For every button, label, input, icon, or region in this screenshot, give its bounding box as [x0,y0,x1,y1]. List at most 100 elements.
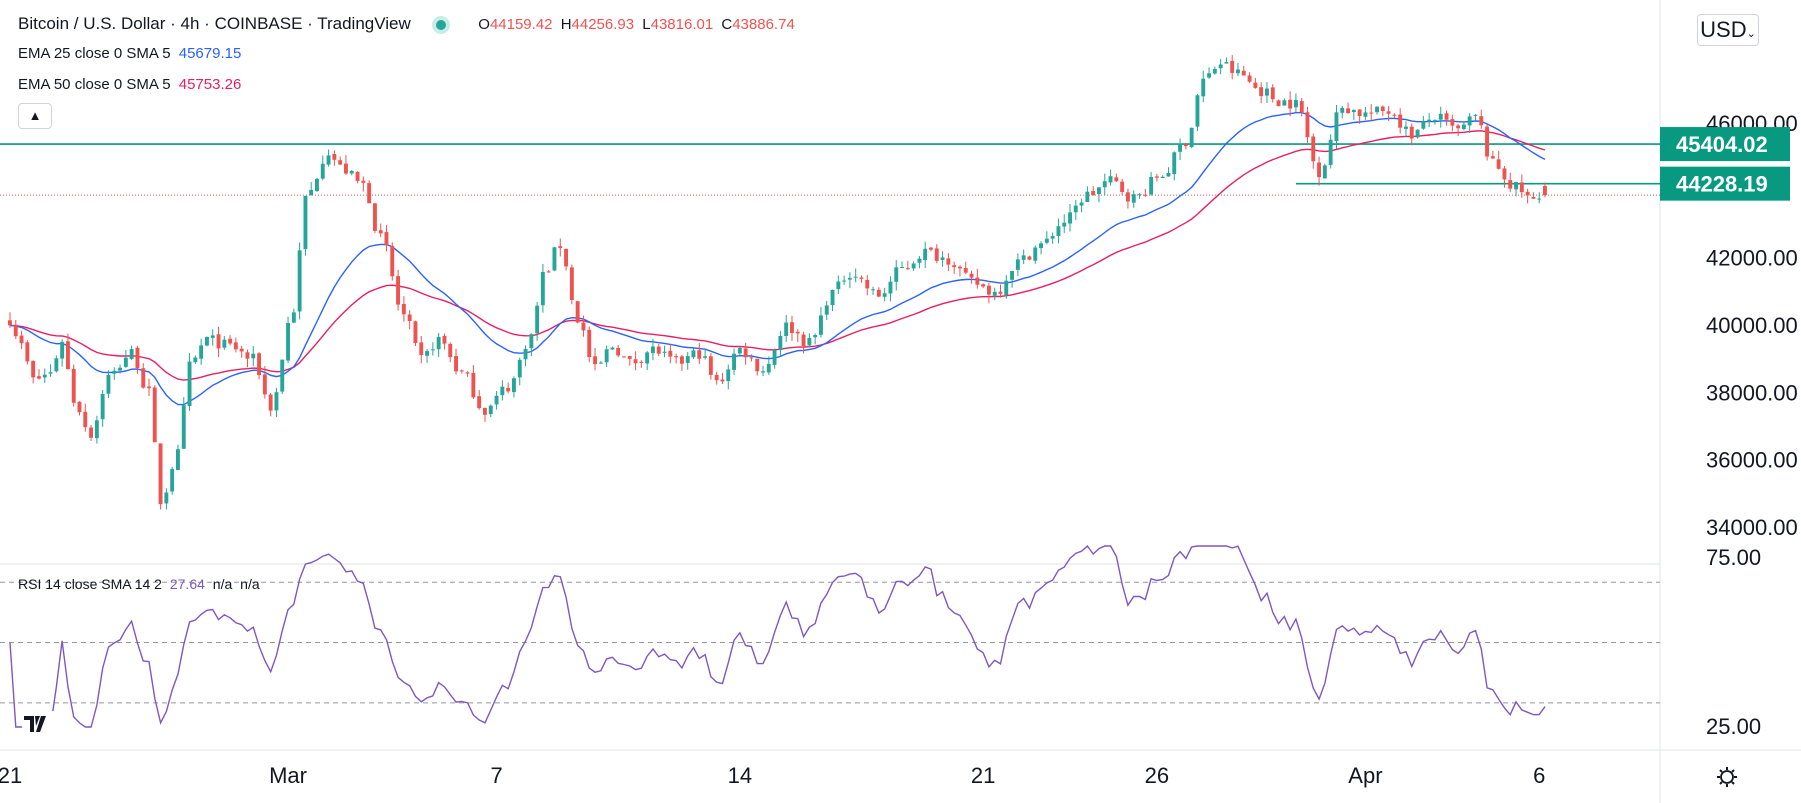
candle-body[interactable] [1056,226,1061,236]
candle-body[interactable] [1450,119,1455,126]
candle-body[interactable] [1166,173,1171,177]
candle-body[interactable] [48,372,53,374]
candle-body[interactable] [1247,75,1252,82]
candle-body[interactable] [674,356,679,358]
ema25-legend[interactable]: EMA 25 close 0 SMA 5 45679.15 [18,45,241,62]
candle-body[interactable] [645,352,650,364]
candle-body[interactable] [71,368,76,403]
candle-body[interactable] [969,273,974,278]
candle-body[interactable] [923,248,928,260]
candle-body[interactable] [1218,64,1223,69]
candle-body[interactable] [784,322,789,337]
candle-body[interactable] [494,395,499,405]
candle-body[interactable] [303,195,308,250]
candle-body[interactable] [1015,259,1020,270]
candle-body[interactable] [1178,143,1182,152]
candle-body[interactable] [616,348,621,356]
candle-body[interactable] [569,267,574,300]
candle-body[interactable] [1143,194,1148,196]
candle-body[interactable] [1311,136,1316,162]
candle-body[interactable] [430,349,435,351]
candle-body[interactable] [697,350,702,359]
candle-body[interactable] [1386,111,1391,114]
candle-body[interactable] [187,361,192,406]
candle-body[interactable] [326,155,331,165]
candle-body[interactable] [1322,165,1327,179]
candle-body[interactable] [1519,182,1524,193]
candle-body[interactable] [1062,222,1067,227]
candle-body[interactable] [401,304,406,315]
candle-body[interactable] [1212,69,1217,74]
candle-body[interactable] [459,370,464,372]
candle-body[interactable] [772,350,777,365]
candle-body[interactable] [691,350,696,358]
candle-body[interactable] [761,371,765,373]
candle-body[interactable] [436,336,441,350]
candle-body[interactable] [152,387,157,443]
candle-body[interactable] [639,361,644,363]
candle-body[interactable] [483,407,487,415]
candle-body[interactable] [1317,162,1321,178]
candle-body[interactable] [755,358,760,372]
candle-body[interactable] [871,289,875,291]
candle-body[interactable] [216,334,221,349]
candle-body[interactable] [1543,186,1547,196]
candle-body[interactable] [262,374,267,395]
candle-body[interactable] [233,342,238,350]
candle-body[interactable] [1461,124,1466,130]
candle-body[interactable] [778,336,783,350]
candle-body[interactable] [193,357,198,363]
candle-body[interactable] [338,160,343,165]
candle-body[interactable] [963,268,968,273]
candle-body[interactable] [1079,202,1084,206]
candle-body[interactable] [819,315,823,335]
candle-body[interactable] [1375,106,1379,113]
candle-body[interactable] [8,320,12,326]
candle-body[interactable] [280,359,285,392]
candle-body[interactable] [77,401,82,413]
candle-body[interactable] [1427,119,1432,122]
symbol-legend[interactable]: Bitcoin / U.S. Dollar · 4h · COINBASE · … [18,14,799,34]
candle-body[interactable] [1004,280,1009,295]
candle-body[interactable] [975,277,980,285]
candle-body[interactable] [905,268,910,270]
candle-body[interactable] [390,245,395,277]
candle-body[interactable] [1154,176,1159,178]
candle-body[interactable] [911,263,916,269]
candle-body[interactable] [1021,255,1026,260]
candle-body[interactable] [1224,62,1229,64]
candle-body[interactable] [158,443,163,505]
candle-body[interactable] [1114,177,1119,182]
candle-body[interactable] [1508,180,1513,189]
candle-body[interactable] [1456,125,1461,129]
candle-body[interactable] [332,154,337,160]
candle-body[interactable] [1195,95,1200,127]
candle-body[interactable] [1467,116,1472,126]
candle-body[interactable] [853,276,858,278]
candle-body[interactable] [998,291,1003,294]
candle-body[interactable] [1537,198,1542,200]
candle-body[interactable] [801,334,806,347]
candle-body[interactable] [546,271,551,273]
candle-body[interactable] [465,372,470,374]
candle-body[interactable] [454,356,458,372]
candle-body[interactable] [112,370,117,374]
candle-body[interactable] [1039,243,1043,249]
candle-body[interactable] [876,289,881,297]
candle-body[interactable] [239,348,244,352]
candle-body[interactable] [940,257,945,260]
time-axis[interactable]: 21 Mar 7 14 21 26 Apr 6 [0,763,1545,788]
candle-body[interactable] [1433,120,1437,122]
candle-body[interactable] [732,353,736,370]
candle-body[interactable] [581,322,586,331]
candle-body[interactable] [60,341,65,359]
candle-body[interactable] [176,449,180,470]
candle-body[interactable] [1531,196,1536,199]
candle-body[interactable] [1380,106,1385,111]
candle-body[interactable] [500,386,505,396]
candle-body[interactable] [894,267,899,282]
candle-body[interactable] [1073,205,1078,213]
candle-body[interactable] [37,376,41,379]
candle-body[interactable] [882,293,887,297]
